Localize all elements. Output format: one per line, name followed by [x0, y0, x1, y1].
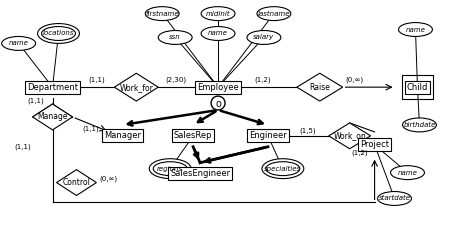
Text: Engineer: Engineer — [249, 131, 287, 140]
Ellipse shape — [153, 162, 187, 176]
Text: Control: Control — [63, 178, 91, 187]
Text: Employee: Employee — [197, 83, 239, 92]
Text: locations: locations — [43, 31, 74, 36]
Text: name: name — [406, 27, 425, 33]
Text: Work_for: Work_for — [119, 83, 153, 92]
Ellipse shape — [378, 191, 411, 205]
Ellipse shape — [247, 31, 281, 44]
Circle shape — [211, 96, 225, 110]
Polygon shape — [297, 73, 343, 101]
Text: (0,∞): (0,∞) — [100, 175, 118, 182]
Text: (1,1): (1,1) — [88, 77, 105, 83]
Text: (1,2): (1,2) — [255, 77, 271, 83]
Text: SalesEngineer: SalesEngineer — [170, 169, 230, 178]
Polygon shape — [56, 170, 96, 196]
Text: lastname: lastname — [258, 11, 290, 17]
Ellipse shape — [391, 166, 424, 180]
Text: Department: Department — [27, 83, 78, 92]
Polygon shape — [33, 104, 73, 130]
Text: Raise: Raise — [310, 83, 330, 92]
Text: ssn: ssn — [169, 34, 181, 40]
Text: midinit: midinit — [206, 11, 230, 17]
Text: regions: regions — [157, 166, 183, 172]
Ellipse shape — [42, 27, 75, 40]
Text: Project: Project — [360, 140, 389, 149]
Text: name: name — [208, 31, 228, 36]
Polygon shape — [114, 73, 158, 101]
Ellipse shape — [399, 22, 432, 36]
Text: birthdate: birthdate — [403, 122, 436, 128]
Text: (1,1): (1,1) — [27, 98, 44, 104]
Ellipse shape — [257, 7, 291, 20]
Text: firstname: firstname — [146, 11, 179, 17]
Ellipse shape — [2, 36, 36, 50]
Polygon shape — [329, 123, 371, 149]
Ellipse shape — [201, 27, 235, 40]
Text: (1,5): (1,5) — [300, 128, 316, 134]
Text: o: o — [215, 99, 221, 109]
Text: SalesRep: SalesRep — [174, 131, 212, 140]
Ellipse shape — [158, 31, 192, 44]
Text: name: name — [398, 170, 418, 176]
Ellipse shape — [37, 24, 80, 43]
Text: startdate: startdate — [379, 196, 410, 201]
Text: (2,30): (2,30) — [165, 77, 187, 83]
Text: (0,∞): (0,∞) — [346, 77, 364, 83]
Ellipse shape — [262, 159, 304, 179]
Text: name: name — [9, 40, 28, 46]
Text: (1,1): (1,1) — [82, 126, 99, 132]
Ellipse shape — [145, 7, 179, 20]
Text: Work_on: Work_on — [333, 131, 366, 140]
Text: Manager: Manager — [104, 131, 141, 140]
Text: (1,2): (1,2) — [351, 149, 368, 156]
Text: Child: Child — [407, 83, 428, 92]
Ellipse shape — [402, 118, 437, 132]
Text: specialties: specialties — [264, 166, 301, 172]
Text: Manage: Manage — [37, 112, 68, 122]
Text: (1,1): (1,1) — [14, 144, 31, 150]
Ellipse shape — [266, 162, 300, 176]
Ellipse shape — [149, 159, 191, 179]
Ellipse shape — [201, 7, 235, 20]
Text: salary: salary — [254, 34, 274, 40]
